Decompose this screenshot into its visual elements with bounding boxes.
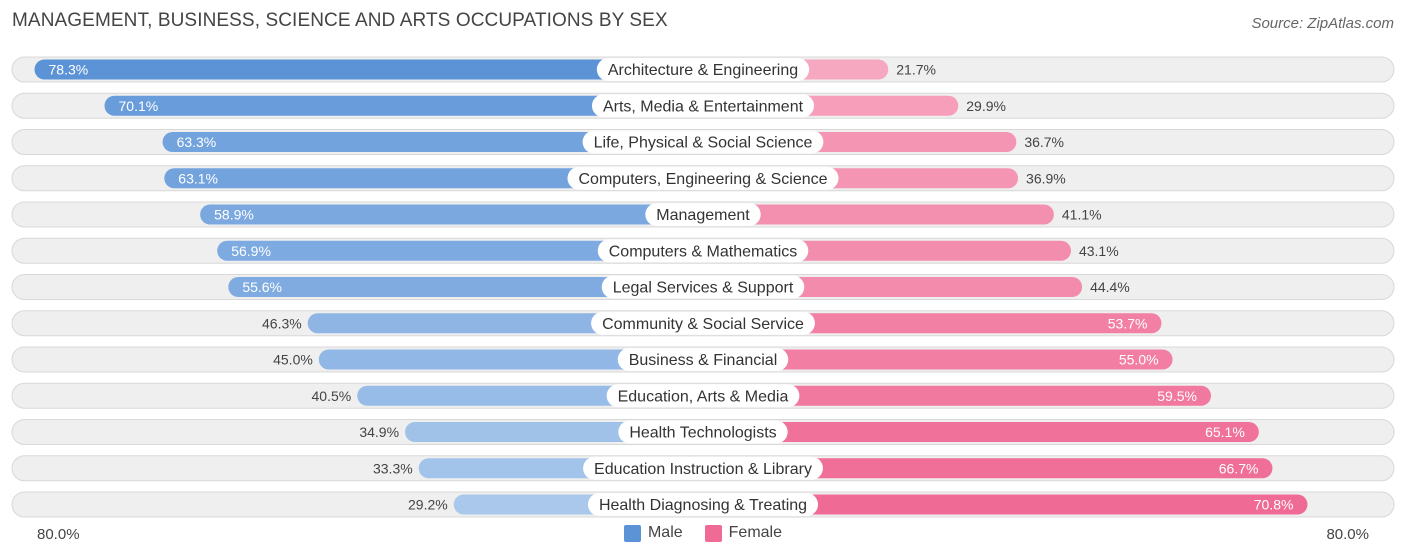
value-label-female: 43.1% — [1079, 243, 1119, 259]
value-label-male: 34.9% — [359, 424, 399, 440]
value-label-female: 29.9% — [966, 98, 1006, 114]
bar-male — [217, 240, 703, 261]
value-label-male: 63.3% — [177, 134, 217, 150]
value-label-female: 21.7% — [896, 62, 936, 78]
category-label-background — [606, 384, 800, 408]
category-label-background — [596, 58, 810, 81]
bar-female — [703, 494, 1308, 515]
category-label-background — [582, 130, 824, 154]
source-label: Source: ZipAtlas.com — [1251, 15, 1394, 32]
value-label-female: 36.9% — [1026, 170, 1066, 186]
value-label-male: 58.9% — [214, 207, 254, 223]
category-label: Arts, Media & Entertainment — [603, 98, 804, 115]
chart-title: MANAGEMENT, BUSINESS, SCIENCE AND ARTS O… — [12, 10, 668, 31]
value-label-male: 33.3% — [373, 460, 413, 476]
category-label-background — [591, 311, 815, 335]
category-label-background — [601, 275, 805, 299]
legend-label-female: Female — [728, 524, 783, 541]
bar-male — [318, 349, 703, 370]
legend-swatch-male — [623, 524, 641, 542]
value-label-female: 66.7% — [1219, 460, 1259, 476]
legend-item-male: Male — [623, 524, 683, 542]
bar-male — [104, 95, 704, 116]
axis-label-right: 80.0% — [1326, 526, 1369, 543]
bar-male — [164, 168, 703, 189]
value-label-male: 55.6% — [242, 279, 282, 295]
legend: Male Female — [0, 524, 1406, 542]
category-label: Education, Arts & Media — [618, 388, 789, 405]
bar-male — [34, 59, 704, 80]
category-label-background — [583, 456, 823, 480]
value-label-male: 29.2% — [408, 497, 448, 513]
value-label-female: 53.7% — [1108, 315, 1148, 331]
axis-label-left: 80.0% — [37, 526, 80, 543]
legend-swatch-female — [704, 524, 722, 542]
category-label: Life, Physical & Social Science — [594, 135, 813, 152]
bar-female — [703, 313, 1162, 334]
bar-female — [703, 458, 1273, 479]
value-label-female: 65.1% — [1205, 424, 1245, 440]
value-label-female: 55.0% — [1119, 352, 1159, 368]
category-label: Legal Services & Support — [613, 280, 794, 297]
bar-male — [228, 277, 703, 297]
category-label: Computers & Mathematics — [609, 243, 798, 260]
value-label-male: 70.1% — [119, 98, 159, 114]
bar-female — [703, 204, 1054, 225]
value-label-female: 44.4% — [1090, 279, 1130, 295]
value-label-female: 41.1% — [1062, 207, 1102, 223]
category-label: Community & Social Service — [602, 316, 804, 333]
bar-male — [162, 132, 704, 152]
category-label: Business & Financial — [629, 352, 778, 369]
category-label-background — [587, 493, 819, 516]
value-label-female: 59.5% — [1157, 388, 1197, 404]
value-label-male: 45.0% — [273, 352, 313, 368]
category-label-background — [618, 420, 788, 444]
value-label-female: 70.8% — [1254, 497, 1294, 513]
category-label-background — [597, 239, 809, 263]
value-label-female: 36.7% — [1024, 134, 1064, 150]
value-label-male: 56.9% — [231, 243, 271, 259]
category-label: Education Instruction & Library — [594, 461, 812, 478]
legend-item-female: Female — [704, 524, 783, 542]
category-label-background — [617, 348, 789, 371]
chart: 78.3% 21.7% Architecture & Engineering 70.1… — [11, 56, 1395, 518]
category-label: Health Technologists — [629, 425, 776, 442]
category-label-background — [645, 203, 761, 226]
bar-male — [200, 204, 704, 225]
legend-label-male: Male — [647, 524, 683, 541]
category-label: Health Diagnosing & Treating — [599, 497, 807, 514]
bar-female — [703, 385, 1211, 406]
bar-female — [703, 422, 1259, 442]
category-label-background — [591, 94, 815, 118]
category-label: Architecture & Engineering — [608, 62, 798, 79]
category-label: Management — [656, 207, 750, 224]
value-label-male: 63.1% — [178, 170, 218, 186]
bar-female — [703, 349, 1173, 370]
category-label: Computers, Engineering & Science — [578, 171, 827, 188]
value-label-male: 46.3% — [262, 315, 302, 331]
category-label-background — [567, 166, 839, 190]
value-label-male: 40.5% — [312, 388, 352, 404]
value-label-male: 78.3% — [49, 62, 89, 78]
